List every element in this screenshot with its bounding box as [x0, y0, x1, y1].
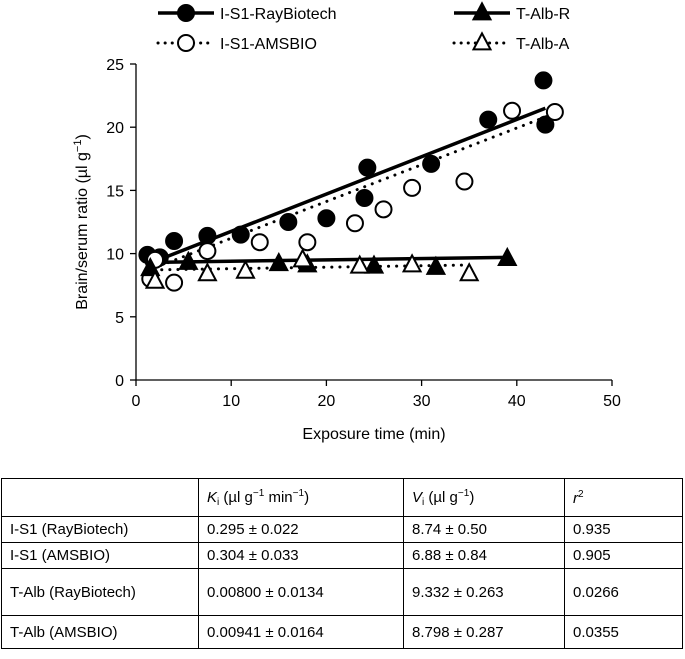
- data-points: [138, 71, 564, 292]
- x-tick-label: 20: [318, 393, 336, 410]
- data-point: [279, 213, 298, 231]
- data-point: [198, 226, 217, 245]
- legend-label: T-Alb-R: [516, 6, 570, 23]
- legend-marker: [471, 31, 493, 51]
- header-r2: r2: [564, 478, 683, 517]
- legend-entry: T-Alb-A: [452, 31, 570, 53]
- row-ki: 0.295 ± 0.022: [198, 516, 404, 543]
- y-tick-label: 20: [106, 120, 124, 137]
- data-point: [231, 225, 250, 244]
- x-tick-label: 0: [132, 393, 141, 410]
- table-row: T-Alb (AMSBIO) 0.00941 ± 0.0164 8.798 ± …: [1, 615, 683, 649]
- x-tick-label: 10: [222, 393, 240, 410]
- row-vi: 9.332 ± 0.263: [403, 568, 565, 616]
- header-blank: [1, 478, 199, 517]
- y-tick-label: 25: [106, 57, 124, 74]
- data-point: [422, 154, 441, 173]
- data-point: [235, 259, 256, 279]
- row-label: T-Alb (RayBiotech): [1, 568, 199, 616]
- row-r2: 0.0266: [564, 568, 683, 616]
- row-vi: 6.88 ± 0.84: [403, 542, 565, 569]
- data-point: [534, 71, 553, 90]
- header-vi: Vi (µl g−1): [403, 478, 565, 517]
- row-label: T-Alb (AMSBIO): [1, 615, 199, 649]
- scatter-chart: I-S1-RayBiotech I-S1-AMSBIO T-Alb-R T-Alb-A…: [72, 1, 621, 443]
- row-vi: 8.74 ± 0.50: [403, 516, 565, 543]
- data-point: [178, 250, 199, 270]
- data-point: [497, 246, 518, 267]
- data-point: [349, 254, 370, 274]
- table-row: T-Alb (RayBiotech) 0.00800 ± 0.0134 9.33…: [1, 568, 683, 616]
- data-point: [358, 158, 377, 177]
- y-tick-label: 15: [106, 183, 124, 200]
- row-ki: 0.00941 ± 0.0164: [198, 615, 404, 649]
- row-r2: 0.935: [564, 516, 683, 543]
- fit-line: [145, 255, 508, 265]
- legend-label: I-S1-AMSBIO: [220, 36, 317, 53]
- data-point: [165, 273, 184, 292]
- legend: I-S1-RayBiotech I-S1-AMSBIO T-Alb-R T-Alb-A: [156, 1, 570, 53]
- x-axis-label: Exposure time (min): [302, 426, 445, 443]
- x-tick-label: 40: [508, 393, 526, 410]
- row-vi: 8.798 ± 0.287: [403, 615, 565, 649]
- data-point: [268, 251, 289, 272]
- header-ki: Ki (µl g−1 min−1): [198, 478, 404, 517]
- data-point: [144, 269, 166, 289]
- x-tick-label: 30: [413, 393, 431, 410]
- legend-entry: I-S1-RayBiotech: [158, 4, 337, 23]
- data-point: [479, 110, 498, 129]
- data-point: [459, 262, 480, 282]
- legend-entry: T-Alb-R: [454, 1, 570, 23]
- x-tick-label: 50: [603, 393, 621, 410]
- data-point: [536, 115, 555, 134]
- data-point: [317, 209, 336, 228]
- table-header-row: Ki (µl g−1 min−1) Vi (µl g−1) r2: [1, 478, 683, 517]
- data-point: [503, 101, 522, 120]
- data-point: [292, 248, 313, 268]
- row-label: I-S1 (AMSBIO): [1, 542, 199, 569]
- data-point: [455, 172, 474, 191]
- row-ki: 0.304 ± 0.033: [198, 542, 404, 569]
- data-point: [401, 253, 423, 273]
- table-row: I-S1 (RayBiotech) 0.295 ± 0.022 8.74 ± 0…: [1, 516, 683, 543]
- row-ki: 0.00800 ± 0.0134: [198, 568, 404, 616]
- data-point: [250, 233, 269, 252]
- data-point: [363, 254, 385, 274]
- legend-marker: [177, 34, 195, 52]
- data-point: [198, 242, 217, 261]
- row-r2: 0.905: [564, 542, 683, 569]
- data-point: [298, 233, 317, 252]
- row-label: I-S1 (RayBiotech): [1, 516, 199, 543]
- legend-entry: I-S1-AMSBIO: [156, 34, 317, 53]
- legend-label: T-Alb-A: [516, 36, 570, 53]
- y-tick-label: 0: [115, 373, 124, 390]
- data-point: [403, 178, 422, 197]
- axes: [135, 64, 612, 381]
- y-tick-label: 5: [115, 310, 124, 327]
- ticks: 0 10 20 30 40 50 0 5 10 15 20 25: [106, 57, 621, 410]
- y-tick-label: 10: [106, 247, 124, 264]
- row-r2: 0.0355: [564, 615, 683, 649]
- table-row: I-S1 (AMSBIO) 0.304 ± 0.033 6.88 ± 0.84 …: [1, 542, 683, 569]
- legend-marker: [177, 4, 195, 22]
- data-point: [355, 188, 374, 207]
- results-table: Ki (µl g−1 min−1) Vi (µl g−1) r2 I-S1 (R…: [1, 478, 683, 649]
- data-point: [197, 262, 218, 282]
- data-point: [374, 200, 393, 219]
- data-point: [345, 214, 364, 233]
- y-axis-label: Brain/serum ratio (µl g−1): [72, 134, 91, 310]
- data-point: [425, 255, 447, 275]
- legend-label: I-S1-RayBiotech: [220, 6, 337, 23]
- data-point: [545, 103, 564, 122]
- data-point: [165, 231, 184, 250]
- legend-marker: [471, 1, 493, 21]
